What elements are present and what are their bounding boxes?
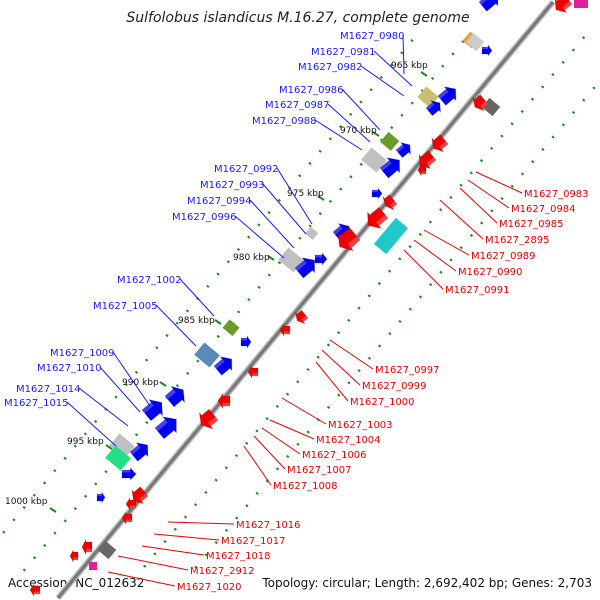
forward-gene-arrow (164, 385, 186, 408)
reverse-gene-label[interactable]: M1627_1004 (316, 435, 381, 446)
kbp-label-975: 975 kbp (287, 189, 324, 199)
forward-gene-label[interactable]: M1627_1009 (50, 348, 115, 359)
reverse-gene-label[interactable]: M1627_1016 (236, 520, 301, 531)
reverse-gene-label[interactable]: M1627_0999 (362, 381, 427, 392)
reverse-gene-label[interactable]: M1627_1007 (287, 465, 352, 476)
kbp-label-980: 980 kbp (233, 253, 270, 263)
forward-gene-arrow (96, 490, 106, 505)
reverse-gene-label[interactable]: M1627_2895 (485, 235, 550, 246)
reverse-gene-label[interactable]: M1627_0985 (499, 219, 564, 230)
forward-gene-label[interactable]: M1627_0982 (298, 62, 363, 73)
forward-gene-arrow (240, 334, 252, 350)
reverse-gene-arrow (217, 391, 231, 411)
forward-gene-arrow (154, 416, 177, 440)
reverse-gene-label[interactable]: M1627_0989 (471, 251, 536, 262)
forward-gene-arrow (478, 0, 499, 12)
forward-gene-arrow (437, 85, 457, 106)
reverse-gene-arrow (418, 150, 437, 170)
reverse-gene-arrow (247, 364, 259, 380)
reverse-strand-genes (29, 0, 573, 598)
reverse-gene-arrow (29, 582, 41, 598)
forward-gene-label[interactable]: M1627_0988 (252, 116, 317, 127)
forward-gene-label[interactable]: M1627_0993 (200, 180, 265, 191)
forward-gene-arrow (294, 257, 316, 279)
forward-gene-label[interactable]: M1627_0992 (214, 164, 279, 175)
reverse-gene-arrow (431, 134, 449, 153)
kbp-label-965: 965 kbp (391, 61, 428, 71)
forward-gene-labels: M1627_0980 M1627_0981 M1627_0982 M1627_0986… (4, 31, 413, 447)
forward-gene-arrow (314, 251, 328, 267)
reverse-gene-label[interactable]: M1627_1020 (177, 582, 242, 593)
reverse-gene-arrow (81, 539, 93, 555)
forward-gene-arrow (121, 466, 137, 482)
forward-gene-arrow (129, 441, 149, 462)
forward-gene-arrow (213, 355, 233, 376)
kbp-label-1000: 1000 kbp (5, 497, 48, 507)
reverse-gene-label[interactable]: M1627_1017 (221, 536, 286, 547)
reverse-gene-arrow (279, 322, 291, 338)
forward-gene-arrow (371, 186, 383, 201)
reverse-gene-label[interactable]: M1627_1008 (273, 481, 338, 492)
reverse-gene-arrow (125, 496, 137, 512)
reverse-gene-labels: M1627_0983 M1627_0984 M1627_0985 M1627_2895… (107, 171, 589, 593)
forward-strand-genes (96, 0, 499, 505)
forward-gene-label[interactable]: M1627_1014 (16, 384, 81, 395)
reverse-gene-label[interactable]: M1627_1018 (206, 551, 271, 562)
reverse-gene-label[interactable]: M1627_0984 (511, 204, 576, 215)
reverse-gene-arrow (366, 206, 389, 230)
forward-gene-label[interactable]: M1627_1015 (4, 398, 69, 409)
reverse-gene-label[interactable]: M1627_1003 (328, 420, 393, 431)
kbp-label-995: 995 kbp (67, 437, 104, 447)
forward-gene-label[interactable]: M1627_0996 (172, 212, 237, 223)
forward-gene-arrow (395, 141, 412, 159)
forward-gene-arrow (379, 157, 401, 179)
reverse-gene-arrow (121, 510, 133, 526)
reverse-gene-label[interactable]: M1627_0983 (524, 189, 589, 200)
forward-gene-label[interactable]: M1627_0980 (340, 31, 405, 42)
reverse-gene-label[interactable]: M1627_0997 (375, 365, 440, 376)
accession-label: Accession: NC_012632 (8, 576, 144, 590)
reverse-gene-arrow (417, 163, 427, 177)
reverse-gene-arrow (382, 194, 398, 211)
forward-gene-label[interactable]: M1627_1005 (93, 301, 158, 312)
forward-gene-arrow (481, 43, 493, 58)
reverse-gene-arrow (554, 0, 573, 14)
reverse-gene-arrow (337, 227, 361, 252)
reverse-gene-arrow (472, 94, 489, 112)
kbp-label-990: 990 kbp (122, 378, 159, 388)
kbp-label-985: 985 kbp (178, 316, 215, 326)
forward-gene-label[interactable]: M1627_0994 (187, 196, 252, 207)
map-title: Sulfolobus islandicus M.16.27, complete … (126, 10, 469, 26)
forward-gene-label[interactable]: M1627_0981 (311, 47, 376, 58)
reverse-gene-label[interactable]: M1627_0990 (458, 267, 523, 278)
reverse-gene-arrow (198, 408, 219, 430)
genome-summary-label: Topology: circular; Length: 2,692,402 bp… (261, 576, 592, 590)
reverse-gene-arrow (294, 309, 309, 325)
forward-gene-label[interactable]: M1627_0987 (265, 100, 330, 111)
reverse-gene-label[interactable]: M1627_2912 (190, 566, 255, 577)
reverse-gene-arrow (131, 486, 149, 505)
forward-gene-label[interactable]: M1627_0986 (279, 85, 344, 96)
reverse-gene-label[interactable]: M1627_1006 (302, 450, 367, 461)
forward-gene-label[interactable]: M1627_1010 (37, 363, 102, 374)
reverse-gene-label[interactable]: M1627_0991 (445, 285, 510, 296)
reverse-gene-arrow (69, 549, 79, 563)
reverse-gene-label[interactable]: M1627_1000 (350, 397, 415, 408)
forward-gene-arrow (141, 398, 164, 422)
forward-gene-arrow (425, 99, 442, 117)
forward-gene-label[interactable]: M1627_1002 (117, 275, 182, 286)
